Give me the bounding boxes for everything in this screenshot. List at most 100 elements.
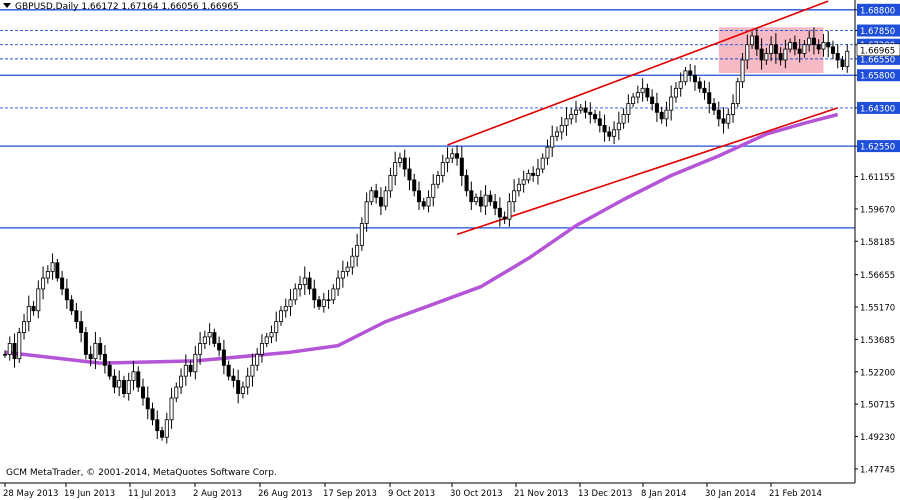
candle-body: [131, 371, 136, 381]
candle: [826, 30, 831, 58]
candle: [550, 125, 555, 157]
candle-body: [188, 364, 193, 373]
candle: [616, 111, 621, 141]
candle-body: [750, 35, 755, 46]
candle-body: [274, 321, 279, 333]
candle-body: [602, 124, 607, 133]
candle-body: [593, 114, 598, 120]
candle: [226, 360, 231, 381]
candle: [840, 56, 845, 71]
x-tick-label: 11 Jul 2013: [128, 489, 176, 499]
candle: [759, 38, 764, 70]
candle-body: [7, 343, 12, 355]
candle-body: [369, 190, 374, 203]
candle: [583, 100, 588, 119]
candle: [735, 77, 740, 108]
candle: [750, 31, 755, 49]
candle-body: [93, 343, 98, 360]
candle-body: [41, 277, 46, 290]
candle: [259, 334, 264, 363]
candle: [207, 323, 212, 346]
candle: [255, 348, 260, 371]
candle-body: [835, 53, 840, 61]
candle-body: [745, 44, 750, 61]
candle: [288, 289, 293, 317]
candle: [845, 44, 850, 73]
candle: [502, 211, 507, 225]
candle: [507, 193, 512, 227]
candle-body: [554, 131, 559, 137]
candle: [521, 170, 526, 193]
candle: [436, 170, 441, 189]
candle-body: [502, 216, 507, 220]
candle-body: [259, 343, 264, 355]
candle: [17, 327, 22, 363]
candle-body: [764, 53, 769, 61]
ohlc-values: 1.66172 1.67164 1.66056 1.66965: [81, 2, 239, 12]
candle-body: [692, 74, 697, 83]
candle: [236, 369, 241, 404]
candle-body: [226, 364, 231, 377]
candle: [79, 310, 84, 343]
candle: [117, 370, 122, 397]
dropdown-arrow-icon[interactable]: [3, 3, 11, 8]
candle-body: [802, 44, 807, 54]
candle-body: [88, 353, 93, 360]
candle: [554, 126, 559, 142]
candle: [7, 336, 12, 361]
candle-body: [740, 59, 745, 83]
candle: [145, 386, 150, 420]
candle-body: [336, 277, 341, 290]
candle-body: [174, 386, 179, 399]
y-tick-label: 1.64300: [860, 104, 895, 114]
candle-body: [545, 146, 550, 159]
candle: [231, 368, 236, 388]
candle-body: [626, 103, 631, 115]
x-tick-label: 28 May 2013: [3, 489, 58, 499]
candle: [716, 101, 721, 127]
candle: [607, 126, 612, 142]
candle: [797, 39, 802, 63]
candle: [474, 193, 479, 206]
y-tick-label: 1.59670: [860, 205, 895, 215]
candle-body: [588, 111, 593, 115]
candle-body: [288, 299, 293, 307]
candle: [816, 39, 821, 54]
candle: [807, 30, 812, 52]
candle-body: [726, 114, 731, 124]
candle: [183, 354, 188, 386]
candle-body: [678, 81, 683, 89]
candle: [121, 375, 126, 398]
candle: [745, 34, 750, 69]
candle-body: [421, 201, 426, 207]
candle: [455, 145, 460, 166]
candle-body: [236, 380, 241, 394]
candle-body: [50, 262, 55, 272]
candle: [136, 366, 141, 392]
candle: [650, 89, 655, 111]
candle-body: [150, 408, 155, 421]
candle-body: [635, 92, 640, 98]
candle: [293, 283, 298, 305]
candle: [245, 367, 250, 395]
candle-body: [578, 107, 583, 111]
candle: [264, 332, 269, 347]
candle-body: [402, 157, 407, 170]
candle-body: [55, 262, 60, 279]
price-tag: [857, 24, 900, 37]
candle: [369, 186, 374, 206]
candle: [540, 153, 545, 174]
current-price-tag: [856, 43, 900, 57]
candle: [688, 63, 693, 82]
candle-body: [250, 364, 255, 377]
candle-body: [621, 114, 626, 124]
candle-body: [497, 207, 502, 218]
candle-body: [278, 310, 283, 323]
candle-body: [69, 299, 74, 312]
candle-body: [26, 305, 31, 323]
candle-body: [397, 157, 402, 163]
copyright-text: GCM MetaTrader, © 2001-2014, MetaQuotes …: [6, 468, 277, 478]
x-tick-label: 21 Feb 2014: [769, 489, 822, 499]
candle-body: [521, 179, 526, 185]
candle-body: [559, 124, 564, 133]
